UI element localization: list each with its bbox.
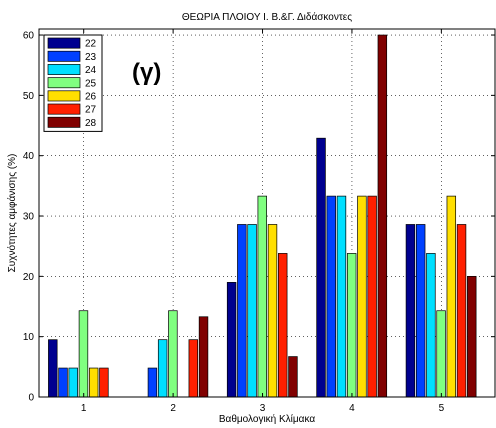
- bar-series-25: [257, 195, 267, 398]
- legend-label: 28: [85, 118, 97, 129]
- y-tick-label: 40: [23, 151, 35, 162]
- bar-series-28: [377, 34, 388, 398]
- y-axis-label: Συχνότητες αμφάνισης (%): [6, 154, 18, 273]
- bar-series-24: [157, 339, 168, 398]
- legend-swatch: [47, 103, 81, 115]
- legend-label: 25: [85, 78, 97, 89]
- panel-annotation: (γ): [132, 59, 161, 86]
- x-tick-label: 3: [260, 403, 266, 414]
- legend-swatch: [47, 77, 81, 89]
- x-axis-label: Βαθμολογική Κλίμακα: [219, 413, 315, 425]
- y-tick-label: 50: [23, 91, 35, 102]
- chart-title: ΘΕΩΡΙΑ ΠΛΟΙΟΥ Ι. Β.&Γ. Διδάσκοντες: [182, 11, 352, 23]
- bar-series-27: [456, 224, 467, 398]
- bar-series-27: [278, 253, 288, 398]
- y-tick-label: 10: [23, 332, 35, 343]
- bar-series-23: [415, 224, 426, 398]
- bar-series-23: [326, 195, 336, 398]
- bar-series-22: [405, 224, 416, 398]
- bar-series-22: [226, 282, 237, 398]
- bar-series-25: [168, 310, 178, 398]
- plot-frame: [38, 28, 496, 398]
- legend-swatch: [47, 64, 81, 75]
- bar-series-26: [267, 224, 278, 398]
- y-axis: 0 10 20 30 40 50 60: [23, 31, 495, 404]
- bar-series-25: [346, 253, 357, 398]
- bar-series-28: [198, 316, 209, 398]
- bar-series-27: [99, 367, 109, 398]
- bar-series-25: [78, 310, 89, 398]
- legend-swatch: [47, 116, 81, 128]
- bars: [48, 34, 477, 398]
- x-tick-label: 4: [349, 403, 355, 414]
- legend-swatch: [47, 90, 81, 102]
- x-tick-label: 5: [439, 403, 445, 414]
- bar-series-26: [357, 195, 367, 398]
- y-tick-label: 0: [28, 393, 34, 404]
- bar-series-24: [68, 367, 78, 398]
- bar-series-24: [247, 224, 257, 398]
- x-tick-label: 1: [81, 403, 87, 414]
- bar-series-23: [237, 224, 247, 398]
- bar-series-26: [446, 195, 457, 398]
- legend: 22 23 24 25 26 27 28: [43, 34, 103, 132]
- bar-series-26: [88, 367, 99, 398]
- bar-series-23: [58, 367, 68, 398]
- bar-series-28: [467, 275, 477, 398]
- bar-series-27: [367, 195, 377, 398]
- bar-series-23: [147, 367, 158, 398]
- legend-swatch: [47, 50, 81, 62]
- bar-series-28: [288, 356, 298, 398]
- legend-label: 23: [85, 52, 97, 63]
- bar-series-22: [316, 137, 326, 398]
- legend-label: 22: [85, 39, 97, 50]
- y-tick-label: 30: [23, 212, 35, 223]
- legend-label: 26: [85, 92, 97, 103]
- bar-series-27: [188, 339, 199, 398]
- x-tick-label: 2: [170, 403, 176, 414]
- legend-label: 24: [85, 65, 97, 76]
- bar-series-25: [436, 310, 446, 398]
- bar-series-22: [48, 339, 58, 398]
- bar-series-24: [336, 195, 347, 398]
- y-tick-label: 60: [23, 31, 35, 42]
- bar-series-24: [426, 253, 436, 398]
- legend-swatch: [47, 37, 81, 49]
- y-tick-label: 20: [23, 272, 35, 283]
- legend-label: 27: [85, 105, 97, 116]
